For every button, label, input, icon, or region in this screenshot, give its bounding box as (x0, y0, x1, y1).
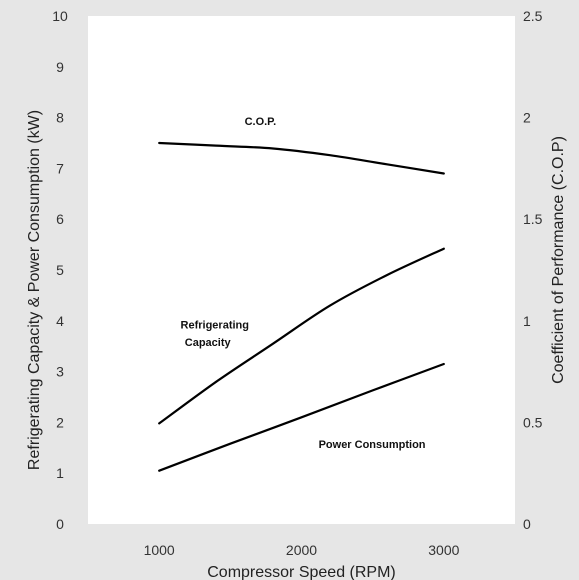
left-y-tick-label: 8 (56, 110, 64, 126)
x-axis-title: Compressor Speed (RPM) (207, 564, 396, 580)
left-y-axis-title: Refrigerating Capacity & Power Consumpti… (26, 110, 43, 470)
x-axis-ticks: 1000 2000 3000 (144, 542, 460, 558)
right-y-tick-label: 2 (523, 110, 531, 126)
capacity-annotation-line1: Refrigerating (181, 319, 249, 331)
power-annotation: Power Consumption (319, 439, 426, 451)
x-tick-label: 2000 (286, 542, 317, 558)
left-y-tick-label: 3 (56, 364, 64, 380)
left-y-tick-label: 9 (56, 59, 64, 75)
capacity-annotation-line2: Capacity (185, 337, 232, 349)
right-y-axis-ticks: 0 0.5 1 1.5 2 2.5 (523, 8, 543, 532)
right-y-tick-label: 1 (523, 313, 531, 329)
left-y-tick-label: 1 (56, 465, 64, 481)
x-tick-label: 3000 (428, 542, 459, 558)
cop-annotation: C.O.P. (245, 116, 277, 128)
left-y-axis-ticks: 0 1 2 3 4 5 6 7 8 9 10 (52, 8, 68, 532)
series-layer (158, 141, 445, 472)
left-y-tick-label: 7 (56, 160, 64, 176)
left-y-tick-label: 10 (52, 8, 68, 24)
right-y-tick-label: 0 (523, 516, 531, 532)
right-y-tick-label: 0.5 (523, 414, 543, 430)
right-y-tick-label: 1.5 (523, 211, 543, 227)
right-y-axis-title: Coefficient of Performance (C.O.P) (550, 136, 567, 384)
left-y-tick-label: 4 (56, 313, 64, 329)
cop-line (158, 141, 445, 175)
refrigerating-capacity-line (158, 247, 445, 425)
x-tick-label: 1000 (144, 542, 175, 558)
power-consumption-line (158, 362, 445, 472)
left-y-tick-label: 2 (56, 414, 64, 430)
left-y-tick-label: 0 (56, 516, 64, 532)
plot-area (88, 16, 515, 524)
left-y-tick-label: 5 (56, 262, 64, 278)
left-y-tick-label: 6 (56, 211, 64, 227)
right-y-tick-label: 2.5 (523, 8, 543, 24)
